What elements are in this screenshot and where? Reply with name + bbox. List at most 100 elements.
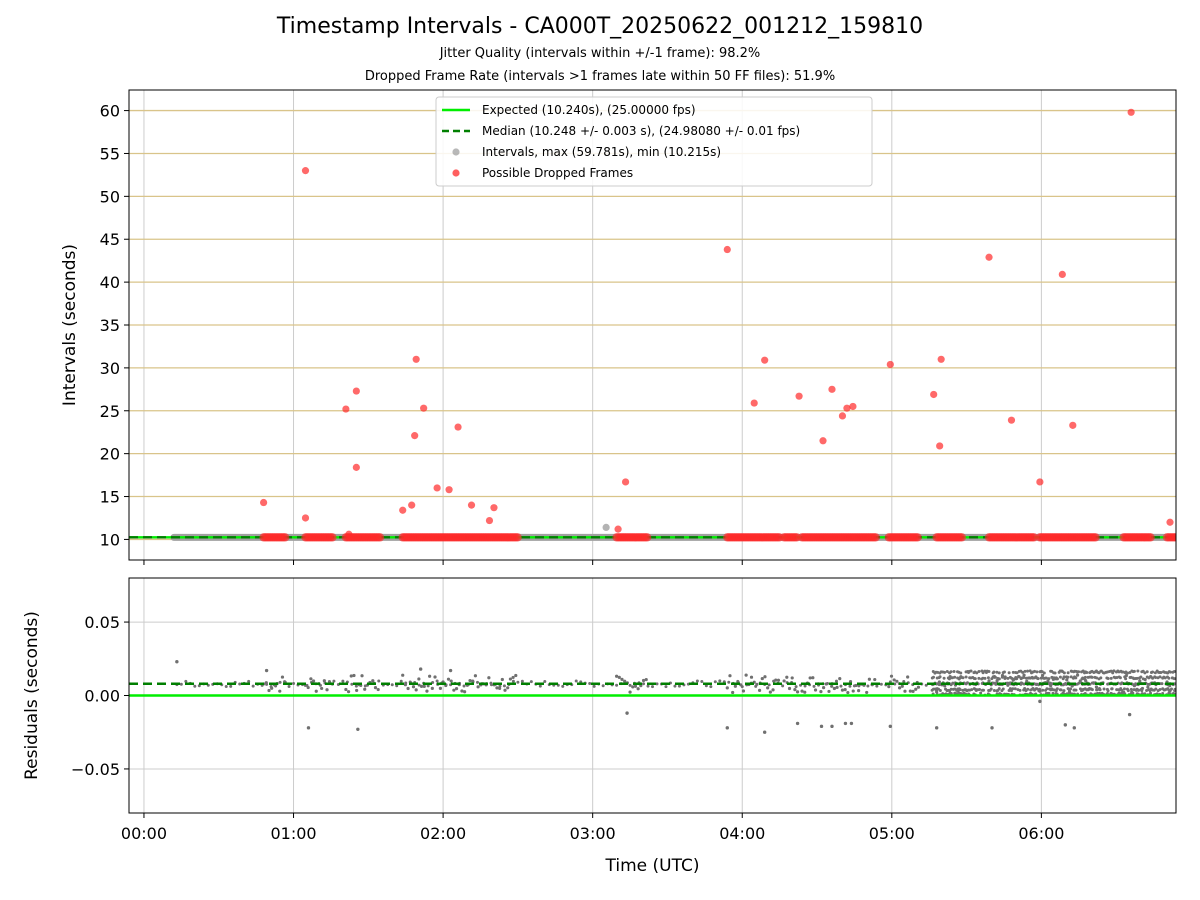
residual-outlier-point <box>819 724 824 729</box>
residual-point <box>628 690 632 694</box>
dropped-frame-point <box>301 167 310 175</box>
residual-point <box>278 689 282 693</box>
residual-point <box>718 679 722 683</box>
residual-point <box>511 679 515 683</box>
residual-point <box>1168 670 1172 674</box>
residual-point <box>865 690 869 695</box>
residual-point <box>989 687 993 691</box>
residual-point <box>1074 676 1078 680</box>
residual-point <box>615 683 619 687</box>
residual-point <box>1167 676 1171 680</box>
legend-entry-label: Expected (10.240s), (25.00000 fps) <box>482 103 696 117</box>
dropped-frame-point <box>886 360 894 369</box>
residual-point <box>636 687 640 691</box>
residual-point <box>1069 687 1073 691</box>
residual-point <box>1047 677 1051 681</box>
residual-point <box>390 683 394 687</box>
residual-point <box>843 688 847 692</box>
residual-point <box>827 689 831 694</box>
residual-point <box>1061 677 1065 681</box>
residual-point <box>1044 676 1048 680</box>
residual-point <box>867 677 871 681</box>
residual-point <box>1085 671 1089 675</box>
residual-point <box>278 680 282 684</box>
x-tick-label: 02:00 <box>420 824 466 843</box>
residual-point <box>1145 670 1149 674</box>
residual-point <box>848 684 852 688</box>
residual-point <box>574 679 578 683</box>
residual-point <box>500 677 504 682</box>
residual-point <box>373 686 378 690</box>
residual-point <box>839 684 843 688</box>
residual-outlier-point <box>264 668 269 673</box>
residual-point <box>354 684 358 688</box>
residual-outlier-point <box>849 721 854 726</box>
residual-point <box>728 674 732 678</box>
residual-point <box>825 682 829 686</box>
dropped-frame-point <box>301 514 310 522</box>
residual-outlier-point <box>1038 699 1042 704</box>
residual-point <box>269 684 273 688</box>
residual-point <box>970 688 974 692</box>
dropped-frame-point <box>819 437 827 445</box>
residual-point <box>768 690 772 694</box>
y-tick-label: 35 <box>100 316 120 335</box>
dropped-frame-point <box>375 533 385 542</box>
residual-point <box>808 676 812 680</box>
residual-point <box>435 679 439 683</box>
x-tick-label: 04:00 <box>719 824 765 843</box>
residual-point <box>426 684 430 688</box>
dropped-frame-point <box>937 355 945 363</box>
residual-point <box>978 687 982 691</box>
residual-point <box>949 683 953 687</box>
residual-point <box>543 679 547 683</box>
residual-point <box>887 685 891 689</box>
legend: Expected (10.240s), (25.00000 fps) Median… <box>435 96 873 187</box>
residual-point <box>763 675 767 679</box>
dropped-frame-point <box>1036 478 1044 486</box>
y-tick-label: 10 <box>100 530 120 549</box>
dropped-frame-point <box>1171 533 1176 542</box>
residual-point <box>1154 687 1158 691</box>
dropped-frame-rate-subtitle: Dropped Frame Rate (intervals >1 frames … <box>364 69 836 84</box>
residual-point <box>767 683 771 687</box>
residual-point <box>803 684 807 688</box>
residual-point <box>848 679 853 684</box>
residual-point <box>731 690 735 695</box>
dropped-frame-point <box>399 506 407 514</box>
residual-point <box>454 687 459 691</box>
residual-point <box>601 684 605 688</box>
y-tick-label: 30 <box>100 359 120 378</box>
dropped-frame-point <box>1007 416 1016 424</box>
residual-point <box>1077 670 1081 674</box>
residual-point <box>1106 676 1110 680</box>
x-axis-label: Time (UTC) <box>605 856 700 876</box>
residual-point <box>401 673 405 677</box>
y-tick-label: −0.05 <box>71 760 120 779</box>
residual-point <box>813 688 818 692</box>
residual-point <box>1062 671 1066 675</box>
residual-point <box>1051 691 1055 695</box>
residual-point <box>588 682 592 686</box>
residual-point <box>964 675 968 679</box>
residual-point <box>414 688 418 692</box>
residual-point <box>655 682 659 686</box>
residual-outlier-point <box>843 721 848 726</box>
residual-point <box>514 673 518 678</box>
residual-point <box>997 687 1001 691</box>
residual-point <box>1095 676 1099 680</box>
residual-point <box>376 687 380 692</box>
dropped-frame-point <box>485 516 494 525</box>
residual-point <box>1013 687 1017 691</box>
residual-point <box>529 680 533 684</box>
residual-point <box>741 689 746 693</box>
residual-point <box>280 675 285 679</box>
residual-point <box>938 682 942 686</box>
residual-point <box>953 675 957 679</box>
residual-point <box>851 689 855 693</box>
residual-point <box>938 675 942 679</box>
residual-point <box>1118 676 1122 680</box>
residual-point <box>830 684 834 688</box>
residual-point <box>1110 687 1114 691</box>
residual-point <box>1094 685 1099 689</box>
